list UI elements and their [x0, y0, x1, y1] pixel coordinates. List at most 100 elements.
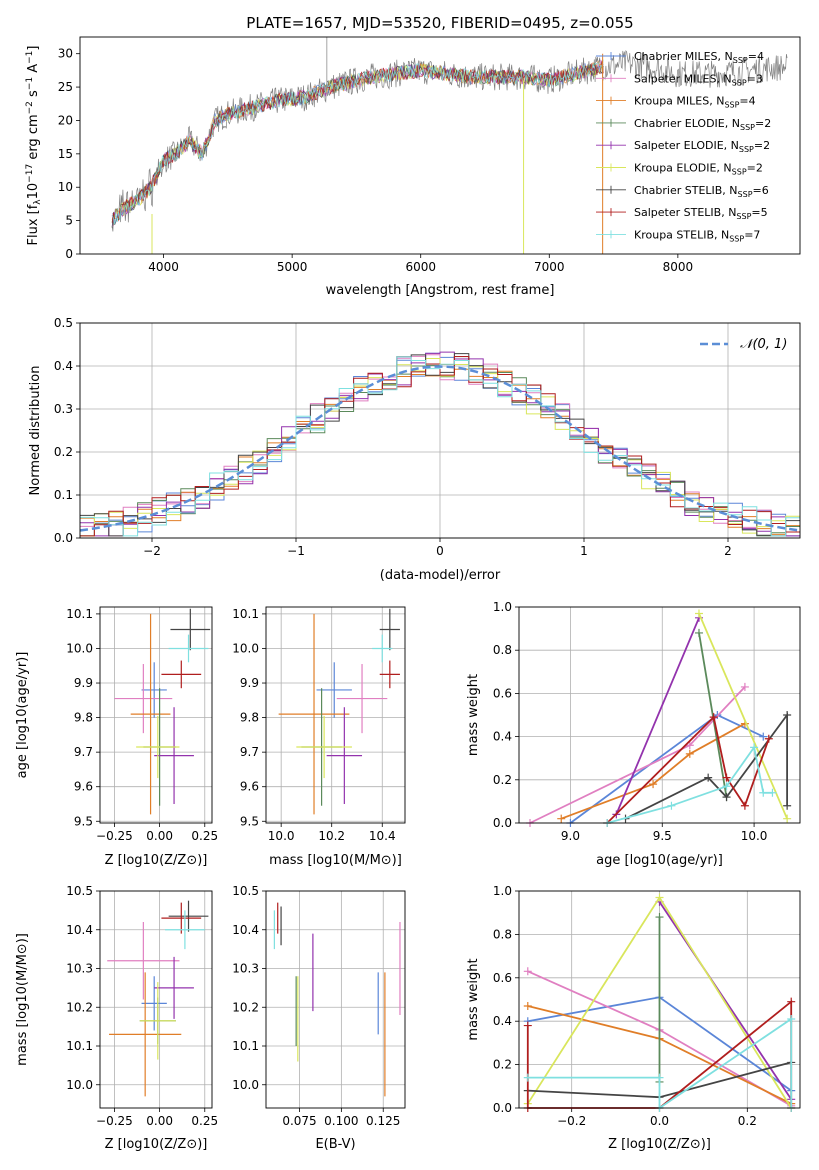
y-tick-label: 0.4: [493, 730, 512, 744]
y-tick-label: 1.0: [493, 884, 512, 898]
weight-vs-z-panel: −0.2 0.0 0.2 0.0 0.2 0.4 0.6 0.8 1.0 Z [log10(Z/Z…: [466, 884, 801, 1152]
weight-marker-chabrier-miles: [759, 732, 768, 741]
x-tick-label: 4000: [148, 260, 179, 274]
y-tick-label: 0.8: [493, 927, 512, 941]
y-axis-label-part: −17: [25, 164, 35, 183]
y-tick-label: 10.0: [232, 641, 259, 655]
x-tick-label: −0.2: [557, 1114, 586, 1128]
y-tick-label: 10.0: [232, 1078, 259, 1092]
weight-marker-kroupa-stelib: [787, 1015, 796, 1024]
y-tick-label: 0.2: [54, 445, 73, 459]
y-tick-label: 9.9: [74, 676, 93, 690]
legend-label-salpeter-stelib: Salpeter STELIB, NSSP=5: [634, 206, 768, 221]
legend-count: 4: [757, 50, 764, 63]
x-tick-label: 0.25: [191, 829, 218, 843]
legend-count: 5: [761, 206, 768, 219]
legend-label-chabrier-miles: Chabrier MILES, NSSP=4: [634, 50, 764, 65]
legend-subscript: SSP: [732, 168, 747, 177]
age-vs-mass-panel: 10.0 10.2 10.4 9.5 9.6 9.7 9.8 9.9 10.0 10.1 mass …: [232, 606, 406, 868]
y-tick-label: 10.3: [66, 962, 93, 976]
weight-marker-salpeter-miles: [685, 741, 694, 750]
legend-subscript: SSP: [738, 190, 753, 199]
y-tick-label: 9.5: [74, 814, 93, 828]
y-tick-label: 0.4: [54, 359, 73, 373]
weight-marker-salpeter-miles: [740, 682, 749, 691]
x-tick-label: 0.075: [282, 1114, 316, 1128]
y-tick-label: 10.5: [232, 884, 259, 898]
legend-count: 3: [756, 72, 763, 85]
y-tick-label: 10.2: [66, 1000, 93, 1014]
y-tick-label: 9.5: [240, 814, 259, 828]
y-tick-label: 9.6: [74, 780, 93, 794]
x-tick-label: −1: [287, 544, 305, 558]
y-axis-label: age [log10(age/yr)]: [15, 652, 30, 779]
x-tick-label: −2: [143, 544, 161, 558]
axes-frame: [99, 606, 213, 824]
weight-marker-chabrier-stelib: [722, 793, 731, 802]
legend-text: Salpeter MILES, N: [634, 72, 732, 85]
x-tick-label: 0.00: [146, 1114, 173, 1128]
x-tick-label: −0.25: [96, 1114, 133, 1128]
y-tick-label: 10.1: [232, 1039, 259, 1053]
histogram-salpeter-stelib: [80, 356, 800, 537]
y-tick-label: 25: [58, 80, 73, 94]
normal-curve: [79, 365, 801, 532]
x-tick-label: 0.25: [191, 1114, 218, 1128]
legend-label-normal: 𝒩(0, 1): [740, 337, 787, 352]
legend-subscript: SSP: [732, 78, 747, 87]
y-axis-label: mass weight: [466, 958, 481, 1040]
weight-line-chabrier-elodie: [698, 632, 728, 798]
residuals-panel: −2 −1 0 1 2 0.0 0.1 0.2 0.3 0.4 0.5 𝒩(0, 1) (data-mo…: [28, 316, 801, 583]
axes-frame: [79, 36, 801, 255]
x-tick-label: 0.0: [650, 1114, 669, 1128]
weight-marker-kroupa-stelib: [667, 801, 676, 810]
x-tick-label: −0.25: [96, 829, 133, 843]
legend-subscript: SSP: [724, 101, 739, 110]
y-tick-label: 10.3: [232, 962, 259, 976]
y-tick-label: 0.0: [54, 531, 73, 545]
weight-marker-salpeter-miles: [523, 967, 532, 976]
weight-line-kroupa-elodie: [698, 613, 788, 820]
y-tick-label: 9.7: [240, 745, 259, 759]
legend-label-kroupa-stelib: Kroupa STELIB, NSSP=7: [634, 228, 760, 243]
y-tick-label: 0.1: [54, 488, 73, 502]
legend-equals: =: [744, 228, 753, 241]
weight-marker-kroupa-stelib: [523, 1073, 532, 1082]
legend-label-kroupa-elodie: Kroupa ELODIE, NSSP=2: [634, 162, 763, 177]
legend-text: Chabrier STELIB, N: [634, 184, 738, 197]
x-tick-label: 0.00: [146, 829, 173, 843]
legend-text: Kroupa ELODIE, N: [634, 162, 732, 175]
mass-vs-ebv-panel: 0.075 0.100 0.125 10.0 10.1 10.2 10.3 10.4 10.5 E…: [232, 884, 406, 1152]
y-axis-label-part: −1: [25, 77, 35, 90]
x-axis-label: mass [log10(M/M⊙)]: [269, 853, 402, 868]
weight-line-salpeter-elodie: [658, 901, 792, 1100]
y-tick-label: 10.4: [232, 923, 259, 937]
y-axis-label-part: s: [26, 90, 41, 101]
weight-marker-chabrier-elodie: [655, 913, 664, 922]
axes-frame: [265, 890, 406, 1109]
legend-count: 7: [753, 228, 760, 241]
y-tick-label: 20: [58, 113, 73, 127]
legend-text: Kroupa MILES, N: [634, 95, 724, 108]
x-tick-label: 0.125: [366, 1114, 400, 1128]
weight-marker-chabrier-stelib: [704, 773, 713, 782]
x-tick-label: 10.0: [741, 829, 768, 843]
y-tick-label: 0: [65, 247, 73, 261]
weight-marker-salpeter-stelib: [787, 997, 796, 1006]
legend-equals: =: [753, 184, 762, 197]
y-tick-label: 1.0: [493, 600, 512, 614]
y-tick-label: 0.2: [493, 1058, 512, 1072]
y-tick-label: 0.2: [493, 773, 512, 787]
weight-marker-kroupa-stelib: [768, 788, 777, 797]
legend-equals: =: [748, 50, 757, 63]
legend-label-kroupa-miles: Kroupa MILES, NSSP=4: [634, 95, 756, 110]
x-axis-label: age [log10(age/yr)]: [596, 853, 723, 868]
y-tick-label: 10.0: [66, 641, 93, 655]
legend-subscript: SSP: [729, 234, 744, 243]
y-axis-label: Flux [fλ10−17 erg cm−2 s−1 A−1]: [25, 46, 43, 246]
y-axis-label-part: ]: [26, 46, 41, 51]
y-tick-label: 9.7: [74, 745, 93, 759]
weight-marker-kroupa-stelib: [750, 743, 759, 752]
y-axis-label: mass weight: [466, 674, 481, 756]
y-axis-label-part: erg cm: [26, 114, 41, 163]
